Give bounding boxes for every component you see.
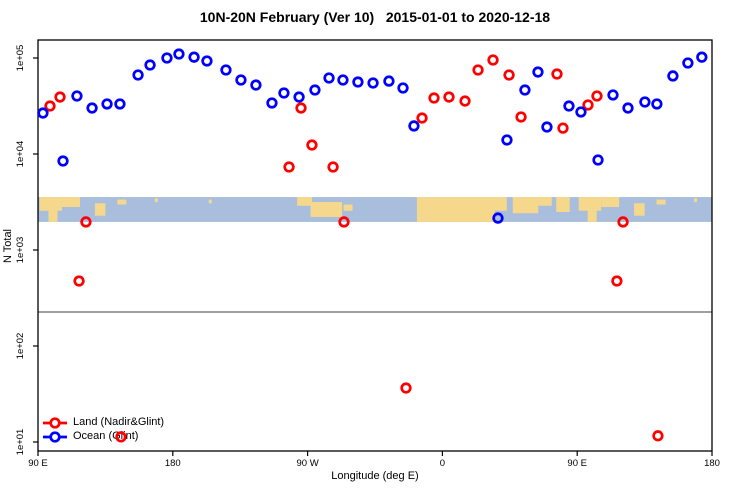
data-point	[54, 91, 66, 103]
data-point	[501, 134, 513, 146]
data-point	[459, 95, 471, 107]
map-band	[38, 197, 712, 222]
data-point	[71, 90, 83, 102]
data-point	[519, 84, 531, 96]
data-point	[295, 102, 307, 114]
data-point	[309, 84, 321, 96]
svg-text:1e+02: 1e+02	[15, 333, 26, 360]
data-point	[667, 70, 679, 82]
data-point	[327, 161, 339, 173]
data-point	[235, 74, 247, 86]
data-point	[652, 430, 664, 442]
svg-text:0: 0	[440, 458, 445, 469]
data-point	[428, 92, 440, 104]
data-point	[323, 72, 335, 84]
svg-text:90 E: 90 E	[567, 458, 587, 469]
data-point	[575, 106, 587, 118]
series-ocean-points	[37, 48, 708, 224]
data-point	[80, 216, 92, 228]
data-point	[563, 100, 575, 112]
data-point	[622, 102, 634, 114]
data-point	[201, 55, 213, 67]
data-point	[144, 59, 156, 71]
svg-text:1e+05: 1e+05	[15, 45, 26, 72]
data-point	[57, 155, 69, 167]
data-point	[515, 111, 527, 123]
data-point	[250, 79, 262, 91]
data-point	[487, 54, 499, 66]
legend-markers	[43, 417, 67, 443]
data-point	[44, 100, 56, 112]
data-point	[278, 87, 290, 99]
data-point	[682, 57, 694, 69]
svg-text:90 W: 90 W	[297, 458, 319, 469]
data-point	[408, 120, 420, 132]
data-point	[338, 216, 350, 228]
data-point	[101, 98, 113, 110]
data-point	[132, 69, 144, 81]
data-point	[37, 107, 49, 119]
data-point	[443, 91, 455, 103]
data-point	[651, 98, 663, 110]
data-point	[557, 122, 569, 134]
data-point	[367, 77, 379, 89]
data-point	[541, 121, 553, 133]
data-point	[306, 139, 318, 151]
svg-text:180: 180	[704, 458, 720, 469]
svg-text:1e+04: 1e+04	[15, 141, 26, 168]
data-point	[416, 112, 428, 124]
y-axis-ticks: 1e+01 1e+02 1e+03 1e+04 1e+05	[15, 45, 38, 456]
data-point	[551, 68, 563, 80]
data-point	[472, 64, 484, 76]
data-point	[73, 275, 85, 287]
svg-text:1e+01: 1e+01	[15, 429, 26, 456]
series-land-points	[44, 54, 664, 443]
legend-label-land: Land (Nadir&Glint)	[73, 416, 165, 428]
data-point	[591, 90, 603, 102]
data-point	[582, 99, 594, 111]
data-point	[86, 102, 98, 114]
data-point	[400, 382, 412, 394]
data-point	[611, 275, 623, 287]
data-point	[161, 52, 173, 64]
x-axis-ticks: 90 E 180 90 W 0 90 E 180	[28, 451, 720, 469]
data-point	[617, 216, 629, 228]
svg-text:180: 180	[165, 458, 181, 469]
page-title: 10N-20N February (Ver 10) 2015-01-01 to …	[199, 9, 551, 25]
data-point	[592, 154, 604, 166]
data-point	[293, 91, 305, 103]
plot-border	[37, 39, 713, 452]
svg-text:90 E: 90 E	[28, 458, 48, 469]
data-point	[696, 51, 708, 63]
data-point	[337, 74, 349, 86]
data-point	[397, 82, 409, 94]
data-point	[266, 97, 278, 109]
data-point	[352, 76, 364, 88]
data-point	[220, 64, 232, 76]
svg-text:1e+03: 1e+03	[15, 237, 26, 264]
data-point	[173, 48, 185, 60]
data-point	[607, 89, 619, 101]
data-point	[114, 98, 126, 110]
data-point	[492, 212, 504, 224]
x-axis-title: Longitude (deg E)	[331, 470, 419, 482]
data-point	[115, 431, 127, 443]
data-point	[532, 66, 544, 78]
data-point	[383, 75, 395, 87]
data-point	[283, 161, 295, 173]
data-point	[639, 96, 651, 108]
data-point	[188, 51, 200, 63]
data-point	[503, 69, 515, 81]
